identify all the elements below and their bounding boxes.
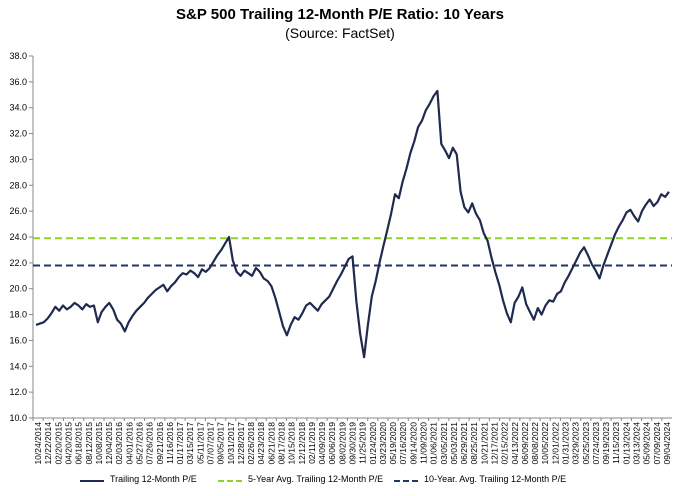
x-tick-label: 11/25/2019 bbox=[358, 422, 368, 464]
y-tick-label: 20.0 bbox=[9, 284, 27, 294]
x-tick-label: 10/24/2014 bbox=[33, 422, 43, 465]
x-tick-label: 12/12/2018 bbox=[297, 422, 307, 465]
x-tick-label: 12/22/2014 bbox=[43, 422, 53, 465]
x-tick-label: 03/23/2020 bbox=[378, 422, 388, 465]
legend-swatch-5yr-avg bbox=[218, 480, 242, 482]
x-tick-label: 02/15/2022 bbox=[500, 422, 510, 465]
legend-swatch-10yr-avg bbox=[394, 480, 418, 482]
x-tick-label: 07/16/2020 bbox=[398, 422, 408, 465]
x-tick-label: 01/06/2021 bbox=[429, 422, 439, 465]
y-tick-label: 10.0 bbox=[9, 413, 27, 423]
y-tick-label: 12.0 bbox=[9, 387, 27, 397]
legend-label-10yr-avg: 10-Year. Avg. Trailing 12-Month P/E bbox=[424, 474, 567, 484]
y-tick-label: 18.0 bbox=[9, 310, 27, 320]
x-tick-label: 02/11/2019 bbox=[307, 422, 317, 464]
x-tick-label: 08/12/2015 bbox=[84, 422, 94, 465]
chart-title: S&P 500 Trailing 12-Month P/E Ratio: 10 … bbox=[176, 6, 504, 23]
x-tick-label: 02/26/2018 bbox=[246, 422, 256, 465]
y-tick-label: 36.0 bbox=[9, 77, 27, 87]
x-tick-label: 07/09/2024 bbox=[652, 422, 662, 465]
y-tick-label: 14.0 bbox=[9, 361, 27, 371]
trailing-pe-line bbox=[35, 89, 670, 359]
x-tick-label: 02/03/2016 bbox=[114, 422, 124, 465]
x-tick-label: 02/20/2015 bbox=[53, 422, 63, 465]
x-tick-label: 12/17/2021 bbox=[490, 422, 500, 465]
x-tick-label: 09/21/2016 bbox=[155, 422, 165, 465]
x-tick-label: 06/09/2022 bbox=[520, 422, 530, 465]
x-tick-label: 08/08/2022 bbox=[530, 422, 540, 465]
y-tick-label: 30.0 bbox=[9, 154, 27, 164]
x-tick-label: 06/18/2015 bbox=[74, 422, 84, 465]
chart-subtitle: (Source: FactSet) bbox=[285, 25, 395, 41]
legend-label-trailing-pe: Trailing 12-Month P/E bbox=[110, 474, 197, 484]
x-tick-label: 01/24/2020 bbox=[368, 422, 378, 465]
x-tick-label: 06/21/2018 bbox=[266, 422, 276, 465]
x-tick-label: 11/09/2020 bbox=[419, 422, 429, 464]
x-tick-label: 05/27/2016 bbox=[135, 422, 145, 465]
x-tick-label: 03/13/2024 bbox=[632, 422, 642, 465]
x-tick-label: 06/06/2019 bbox=[327, 422, 337, 465]
legend-swatch-trailing-pe bbox=[80, 480, 104, 482]
x-tick-label: 04/13/2022 bbox=[510, 422, 520, 465]
x-tick-label: 12/28/2017 bbox=[236, 422, 246, 465]
x-tick-label: 03/29/2023 bbox=[571, 422, 581, 465]
y-axis: 10.0 12.0 14.0 16.0 18.0 20.0 22.0 24.0 26.0 28.0… bbox=[9, 51, 34, 423]
x-tick-label: 07/07/2017 bbox=[206, 422, 216, 465]
y-tick-label: 32.0 bbox=[9, 129, 27, 139]
x-tick-label: 06/29/2021 bbox=[459, 422, 469, 465]
x-tick-label: 01/17/2017 bbox=[175, 422, 185, 465]
x-tick-label: 08/02/2019 bbox=[337, 422, 347, 465]
legend: Trailing 12-Month P/E 5-Year Avg. Traili… bbox=[0, 474, 680, 492]
x-tick-label: 08/25/2021 bbox=[469, 422, 479, 465]
y-tick-label: 24.0 bbox=[9, 232, 27, 242]
x-tick-label: 09/14/2020 bbox=[408, 422, 418, 465]
x-tick-label: 01/31/2023 bbox=[561, 422, 571, 465]
x-tick-label: 05/19/2020 bbox=[388, 422, 398, 465]
y-tick-label: 38.0 bbox=[9, 51, 27, 61]
x-tick-label: 04/20/2015 bbox=[64, 422, 74, 465]
x-tick-label: 10/31/2017 bbox=[226, 422, 236, 465]
y-tick-label: 22.0 bbox=[9, 258, 27, 268]
y-tick-label: 16.0 bbox=[9, 335, 27, 345]
x-tick-label: 01/13/2024 bbox=[621, 422, 631, 465]
x-tick-label: 09/30/2019 bbox=[348, 422, 358, 465]
x-tick-label: 10/15/2018 bbox=[287, 422, 297, 465]
x-axis: 10/24/2014 12/22/2014 02/20/2015 04/20/2015… bbox=[32, 417, 672, 465]
x-tick-label: 04/23/2018 bbox=[256, 422, 266, 465]
x-tick-label: 05/03/2021 bbox=[449, 422, 459, 465]
x-tick-label: 04/01/2016 bbox=[124, 422, 134, 465]
x-tick-label: 05/09/2024 bbox=[642, 422, 652, 465]
x-tick-label: 11/15/2023 bbox=[611, 422, 621, 464]
y-tick-label: 34.0 bbox=[9, 103, 27, 113]
x-tick-label: 11/16/2016 bbox=[165, 422, 175, 464]
x-tick-label: 10/21/2021 bbox=[479, 422, 489, 465]
x-tick-label: 05/25/2023 bbox=[581, 422, 591, 465]
y-tick-label: 28.0 bbox=[9, 180, 27, 190]
x-tick-label: 08/17/2018 bbox=[277, 422, 287, 465]
x-tick-label: 10/08/2015 bbox=[94, 422, 104, 465]
x-tick-label: 05/11/2017 bbox=[195, 422, 205, 464]
x-tick-label: 07/24/2023 bbox=[591, 422, 601, 465]
x-tick-label: 09/04/2024 bbox=[662, 422, 672, 465]
x-tick-label: 10/05/2022 bbox=[540, 422, 550, 465]
x-tick-label: 09/05/2017 bbox=[216, 422, 226, 465]
x-tick-label: 07/26/2016 bbox=[145, 422, 155, 465]
legend-label-5yr-avg: 5-Year Avg. Trailing 12-Month P/E bbox=[248, 474, 384, 484]
series-lines bbox=[35, 89, 670, 359]
x-tick-label: 03/15/2017 bbox=[185, 422, 195, 465]
y-tick-label: 26.0 bbox=[9, 206, 27, 216]
x-tick-label: 04/09/2019 bbox=[317, 422, 327, 465]
x-tick-label: 09/19/2023 bbox=[601, 422, 611, 465]
x-tick-label: 12/01/2022 bbox=[550, 422, 560, 465]
x-tick-label: 03/05/2021 bbox=[439, 422, 449, 465]
x-tick-label: 12/04/2015 bbox=[104, 422, 114, 465]
